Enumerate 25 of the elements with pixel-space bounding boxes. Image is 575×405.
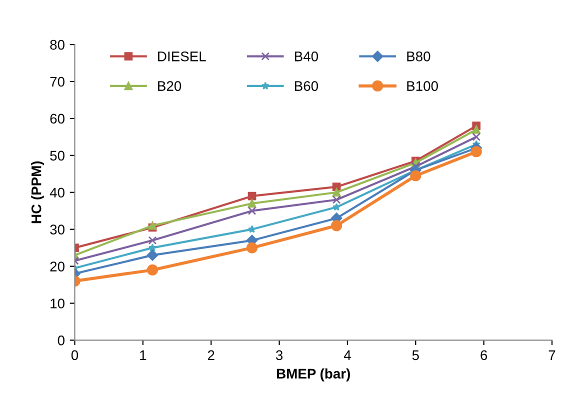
legend-label: B40 [294,52,318,62]
y-tick-label: 70 [50,76,64,87]
y-tick-label: 60 [50,114,64,124]
legend-label: B60 [294,81,318,91]
legend-label: B20 [158,81,182,91]
y-tick-label: 50 [50,150,64,161]
x-tick-label: 2 [208,350,214,360]
x-tick-label: 4 [344,350,351,360]
y-axis-title: HC (PPM) [31,161,44,224]
y-tick-label: 40 [50,188,64,198]
legend-label: DIESEL [158,52,206,62]
y-tick-label: 20 [50,262,64,272]
y-tick-label: 0 [58,336,64,346]
y-tick-label: 10 [50,298,64,308]
x-tick-label: 0 [71,350,78,360]
legend-label: B100 [407,81,438,91]
x-tick-label: 1 [140,350,146,360]
x-tick-label: 6 [480,350,488,360]
x-axis-title: BMEP (bar) [277,368,350,382]
x-tick-label: 3 [276,350,283,360]
x-tick-label: 7 [548,350,556,360]
legend-label: B80 [407,52,430,62]
y-tick-label: 80 [50,40,64,50]
y-tick-label: 30 [50,224,64,234]
x-tick-label: 5 [412,350,419,360]
